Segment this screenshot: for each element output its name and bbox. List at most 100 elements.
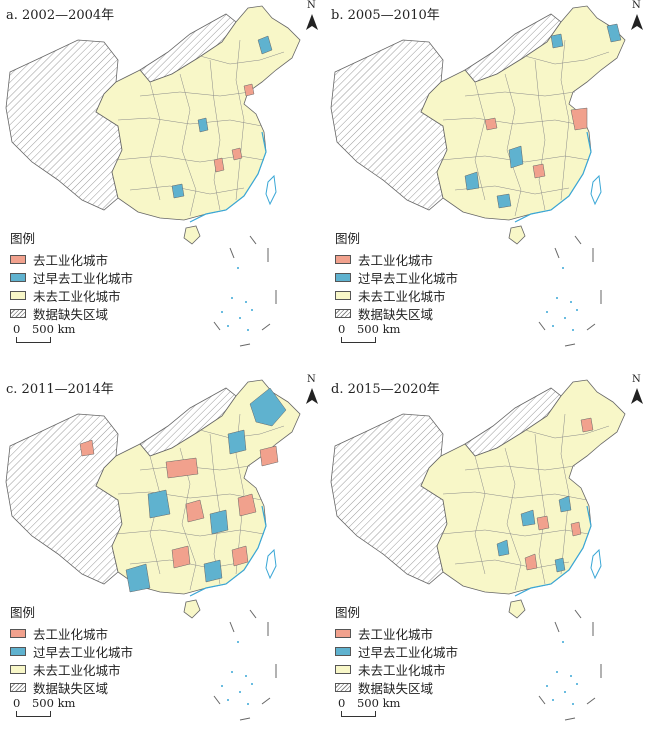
coastline bbox=[189, 505, 267, 597]
china-map bbox=[330, 5, 643, 347]
legend-swatch bbox=[10, 628, 26, 638]
legend-swatch bbox=[10, 664, 26, 674]
deindustrialized-city bbox=[580, 417, 594, 433]
panel-title: d. 2015—2020年 bbox=[331, 382, 440, 397]
legend-label: 过早去工业化城市 bbox=[33, 270, 134, 286]
legend-item: 过早去工业化城市 bbox=[335, 268, 458, 286]
missing-data-region-west bbox=[330, 39, 448, 211]
deindustrialized-city bbox=[231, 147, 243, 161]
legend-item: 未去工业化城市 bbox=[10, 660, 133, 678]
legend-label: 去工业化城市 bbox=[358, 626, 434, 642]
legend-label: 过早去工业化城市 bbox=[358, 270, 459, 286]
legend-swatch bbox=[10, 646, 26, 656]
premature-deindustrialized-city bbox=[558, 495, 572, 513]
south-sea-islands bbox=[546, 267, 578, 331]
north-arrow-icon bbox=[306, 388, 318, 404]
deindustrialized-city bbox=[259, 445, 279, 467]
mainland-city-area bbox=[95, 5, 301, 221]
legend-item: 去工业化城市 bbox=[335, 624, 458, 642]
legend-item: 过早去工业化城市 bbox=[10, 268, 133, 286]
legend-label: 未去工业化城市 bbox=[33, 662, 121, 678]
map-panel-2: b. 2005—2010年 N 图例 去工业化城市 过早去工业化城市 未去工业化城市… bbox=[325, 0, 650, 374]
coastline bbox=[189, 131, 267, 223]
premature-deindustrialized-city bbox=[606, 23, 622, 43]
premature-deindustrialized-city bbox=[209, 509, 229, 535]
hainan-island bbox=[508, 599, 526, 619]
legend-swatch bbox=[10, 308, 26, 318]
taiwan bbox=[590, 174, 602, 206]
hainan-island bbox=[183, 599, 201, 619]
deindustrialized-city bbox=[165, 457, 199, 479]
deindustrialized-city bbox=[231, 545, 249, 567]
south-sea-islands bbox=[221, 267, 253, 331]
deindustrialized-city bbox=[570, 107, 588, 131]
china-map bbox=[330, 379, 643, 721]
legend-swatch bbox=[335, 628, 351, 638]
north-label: N bbox=[632, 0, 641, 11]
legend-swatch bbox=[10, 272, 26, 282]
legend-swatch bbox=[335, 308, 351, 318]
deindustrialized-city bbox=[524, 553, 538, 571]
scale-distance: 500 km bbox=[356, 322, 401, 336]
legend-label: 数据缺失区域 bbox=[33, 306, 109, 322]
legend-title: 图例 bbox=[335, 605, 361, 620]
scale-distance: 500 km bbox=[31, 322, 76, 336]
premature-deindustrialized-city bbox=[147, 489, 171, 519]
legend-title: 图例 bbox=[10, 231, 36, 246]
legend: 图例 去工业化城市 过早去工业化城市 未去工业化城市 数据缺失区域 bbox=[335, 602, 458, 696]
deindustrialized-city bbox=[532, 163, 546, 179]
mainland-city-area bbox=[95, 379, 301, 595]
hainan-island bbox=[183, 225, 201, 245]
deindustrialized-city bbox=[171, 545, 191, 569]
legend-swatch bbox=[335, 254, 351, 264]
deindustrialized-city bbox=[484, 117, 498, 131]
premature-deindustrialized-city bbox=[520, 509, 536, 527]
premature-deindustrialized-city bbox=[257, 35, 273, 55]
map-panel-1: a. 2002—2004年 N 图例 去工业化城市 过早去工业化城市 未去工业化城市… bbox=[0, 0, 325, 374]
legend-item: 过早去工业化城市 bbox=[10, 642, 133, 660]
legend-label: 去工业化城市 bbox=[358, 252, 434, 268]
hainan-island bbox=[508, 225, 526, 245]
scale-bar: 0 500 km bbox=[13, 696, 75, 717]
taiwan bbox=[265, 548, 277, 580]
missing-data-region-west bbox=[5, 39, 123, 211]
nine-dash-line bbox=[213, 235, 277, 347]
legend-item: 未去工业化城市 bbox=[335, 286, 458, 304]
mainland-city-area bbox=[420, 379, 626, 595]
deindustrialized-city bbox=[79, 439, 95, 457]
scale-zero: 0 bbox=[338, 696, 346, 710]
premature-deindustrialized-city bbox=[203, 559, 223, 583]
legend-item: 数据缺失区域 bbox=[335, 304, 458, 322]
legend-label: 数据缺失区域 bbox=[358, 680, 434, 696]
legend-swatch bbox=[335, 646, 351, 656]
deindustrialized-city bbox=[185, 499, 205, 523]
taiwan bbox=[265, 174, 277, 206]
legend-label: 数据缺失区域 bbox=[33, 680, 109, 696]
legend-swatch bbox=[10, 682, 26, 692]
coastline bbox=[514, 505, 592, 597]
nine-dash-line bbox=[538, 235, 602, 347]
map-panel-3: c. 2011—2014年 N 图例 去工业化城市 过早去工业化城市 未去工业化城市… bbox=[0, 374, 325, 748]
panel-title: a. 2002—2004年 bbox=[6, 8, 115, 23]
china-map bbox=[5, 5, 318, 347]
legend-item: 过早去工业化城市 bbox=[335, 642, 458, 660]
legend-item: 未去工业化城市 bbox=[10, 286, 133, 304]
premature-deindustrialized-city bbox=[496, 539, 510, 557]
scale-zero: 0 bbox=[13, 322, 21, 336]
highlighted-cities bbox=[464, 23, 622, 209]
legend-title: 图例 bbox=[10, 605, 36, 620]
north-arrow-icon bbox=[306, 14, 318, 30]
deindustrialized-city bbox=[213, 157, 225, 173]
legend-swatch bbox=[335, 272, 351, 282]
legend-item: 去工业化城市 bbox=[10, 250, 133, 268]
highlighted-cities bbox=[79, 387, 287, 593]
legend-item: 数据缺失区域 bbox=[10, 678, 133, 696]
scale-distance: 500 km bbox=[356, 696, 401, 710]
north-arrow-icon bbox=[631, 14, 643, 30]
premature-deindustrialized-city bbox=[249, 387, 287, 427]
scale-zero: 0 bbox=[13, 696, 21, 710]
premature-deindustrialized-city bbox=[496, 193, 512, 209]
legend-swatch bbox=[10, 290, 26, 300]
taiwan bbox=[590, 548, 602, 580]
legend-item: 数据缺失区域 bbox=[335, 678, 458, 696]
